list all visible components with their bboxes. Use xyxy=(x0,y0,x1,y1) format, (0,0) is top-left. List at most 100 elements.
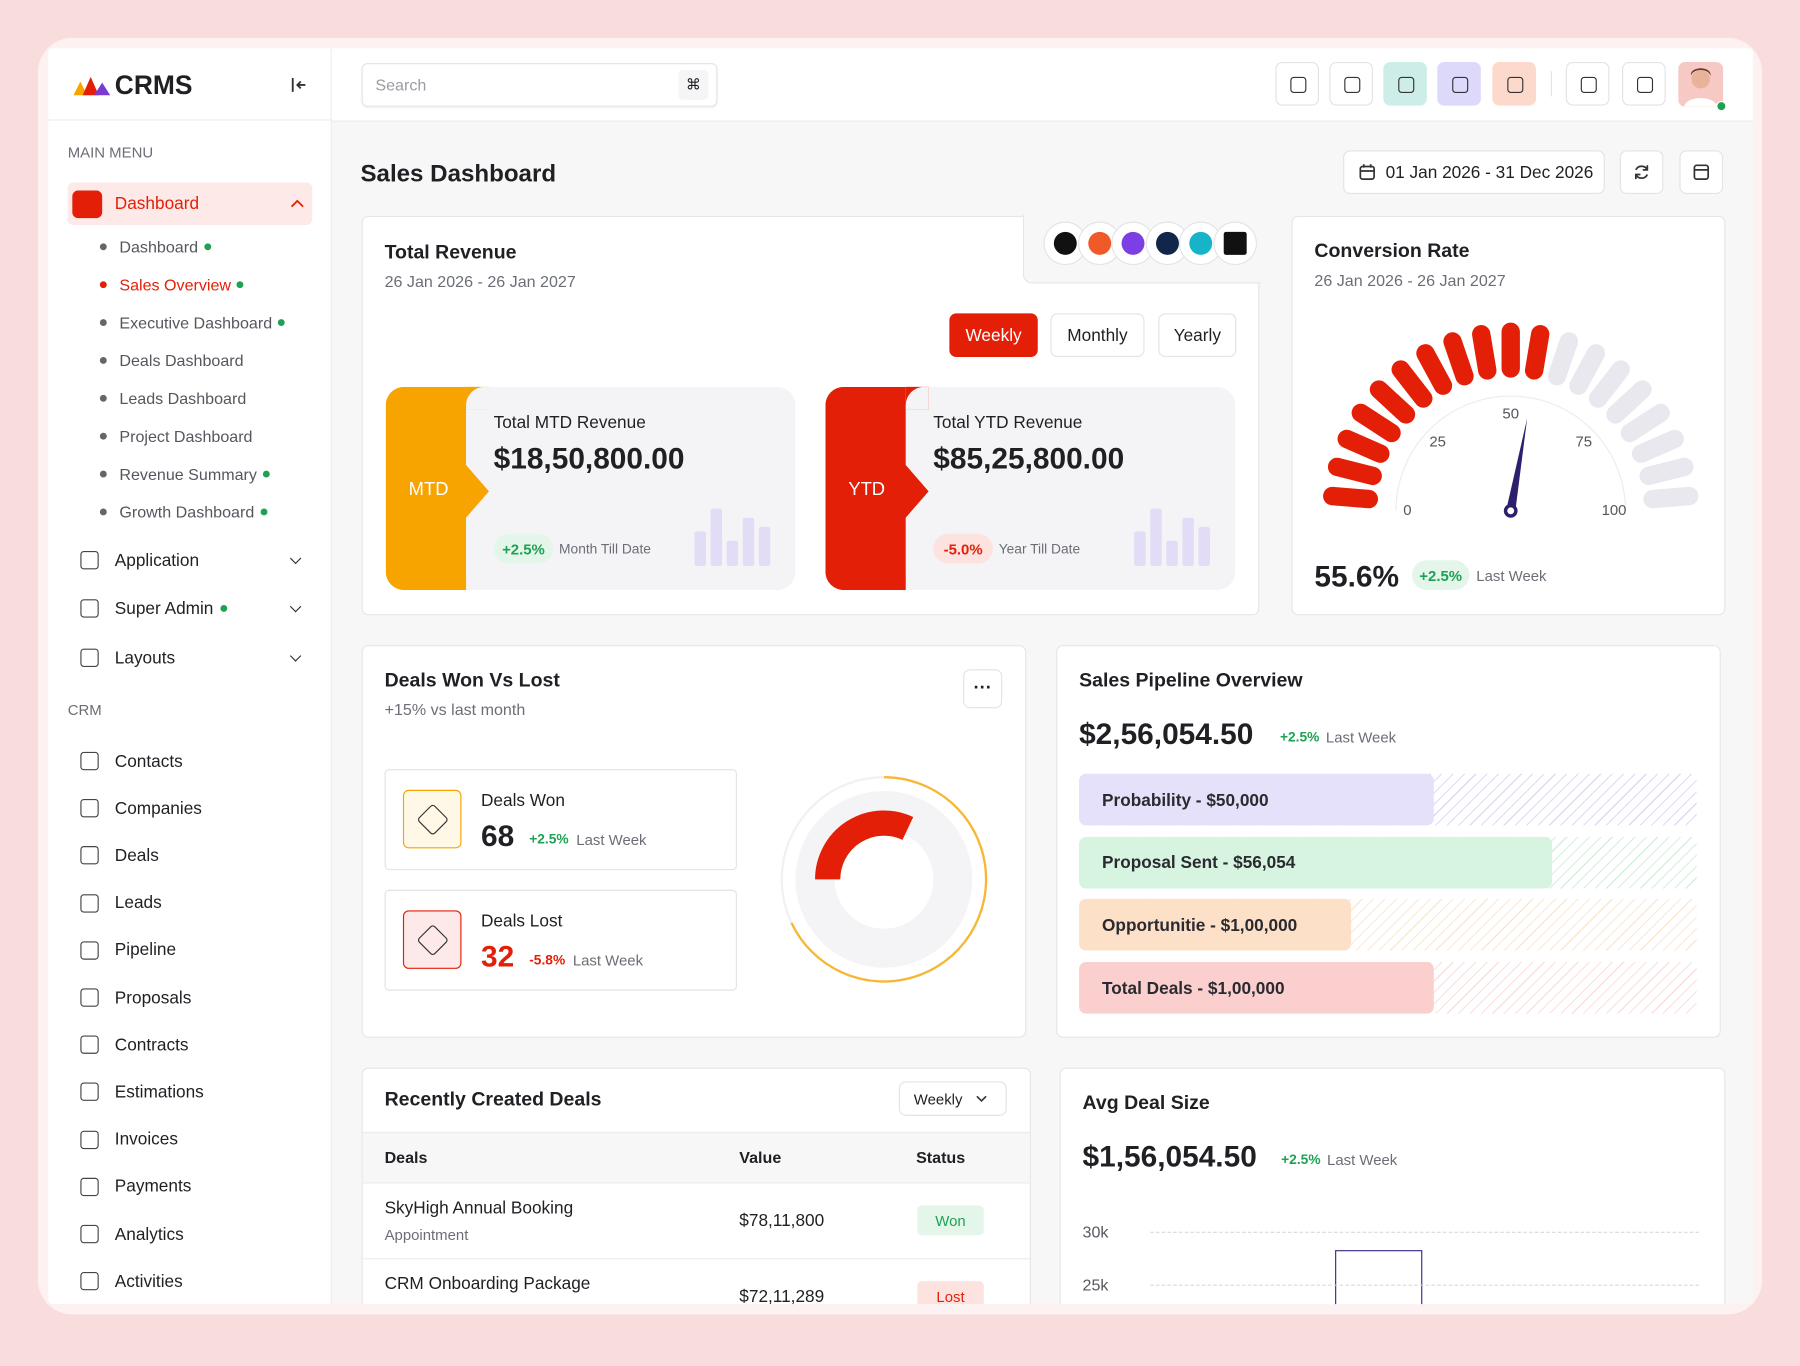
deal-name: SkyHigh Annual Booking xyxy=(384,1197,574,1218)
menu-icon xyxy=(80,893,99,913)
dot xyxy=(277,319,285,327)
avg-deal-card xyxy=(1059,1067,1726,1305)
gauge-segment xyxy=(1416,344,1453,395)
menu-item[interactable]: Proposals xyxy=(114,987,192,1008)
submenu-item[interactable]: Dashboard xyxy=(119,237,199,256)
dot xyxy=(204,243,212,251)
menu-item[interactable]: Invoices xyxy=(114,1129,178,1150)
dot xyxy=(99,281,107,289)
refresh-button[interactable] xyxy=(1619,150,1664,195)
menu-icon xyxy=(80,846,99,865)
header-button[interactable] xyxy=(1437,61,1481,106)
avatar[interactable] xyxy=(1678,61,1724,107)
gauge-segment xyxy=(1631,429,1684,463)
card-period: 26 Jan 2026 - 26 Jan 2027 xyxy=(384,272,576,291)
period-tab[interactable]: Monthly xyxy=(1050,313,1145,358)
date-picker[interactable]: 01 Jan 2026 - 31 Dec 2026 xyxy=(1343,150,1605,195)
menu-item[interactable]: Analytics xyxy=(114,1224,184,1244)
deal-type: Appointment xyxy=(384,1225,469,1243)
change-note: Year Till Date xyxy=(998,540,1081,557)
status-pill: Won xyxy=(917,1205,984,1236)
dot xyxy=(99,357,107,364)
button-icon xyxy=(1452,76,1469,93)
submenu-item[interactable]: Leads Dashboard xyxy=(119,389,247,408)
menu-item[interactable]: Companies xyxy=(114,798,202,819)
header-button[interactable] xyxy=(1565,61,1610,106)
header-button[interactable] xyxy=(1383,61,1427,106)
menu-item[interactable]: Dashboard xyxy=(114,194,200,214)
header-button[interactable] xyxy=(1492,61,1536,106)
button-icon xyxy=(1398,76,1415,93)
card-title: Total Revenue xyxy=(384,241,517,263)
more-button[interactable]: ··· xyxy=(963,669,1003,709)
header-button[interactable] xyxy=(1329,61,1373,106)
menu-icon xyxy=(80,941,99,960)
active-menu[interactable] xyxy=(67,182,313,225)
change-pill: +2.5% xyxy=(493,533,554,564)
header-button[interactable] xyxy=(1622,61,1666,106)
stage-fill xyxy=(1079,836,1553,889)
status-dot xyxy=(1716,101,1727,112)
mini-bar xyxy=(758,526,771,566)
tile-value: $18,50,800.00 xyxy=(493,440,685,476)
column-header: Value xyxy=(739,1147,782,1167)
calendar-icon xyxy=(1359,164,1375,180)
menu-item[interactable]: Super Admin xyxy=(114,598,214,619)
menu-icon xyxy=(80,1035,99,1055)
period-tab[interactable]: Yearly xyxy=(1158,313,1237,358)
collapse-icon[interactable] xyxy=(289,76,307,94)
menu-icon xyxy=(80,1082,99,1102)
gauge-segment xyxy=(1639,457,1694,486)
deal-value: 68 xyxy=(480,818,515,853)
menu-item[interactable]: Contracts xyxy=(114,1035,189,1055)
filter-dropdown[interactable]: Weekly xyxy=(898,1081,1007,1116)
menu-item[interactable]: Layouts xyxy=(114,648,176,668)
menu-icon xyxy=(80,1130,99,1149)
menu-item[interactable]: Leads xyxy=(114,893,162,913)
menu-item[interactable]: Activities xyxy=(114,1271,183,1292)
logo-mark xyxy=(1189,231,1213,255)
deal-label: Deals Lost xyxy=(480,910,563,931)
deal-label: Deals Won xyxy=(480,790,565,810)
change-pill: -5.0% xyxy=(933,533,993,564)
gauge: 0 25 50 75 100 xyxy=(1323,322,1699,519)
change-note: Last Week xyxy=(1325,728,1397,747)
submenu-item[interactable]: Growth Dashboard xyxy=(119,502,255,522)
menu-icon xyxy=(80,1177,99,1196)
logo-mark xyxy=(1223,231,1247,255)
stage-fill xyxy=(1079,962,1434,1014)
submenu-item[interactable]: Project Dashboard xyxy=(119,427,253,446)
submenu-item[interactable]: Executive Dashboard xyxy=(119,313,273,332)
gauge-segment xyxy=(1323,486,1379,509)
gauge-segment xyxy=(1524,325,1550,380)
logo-mark xyxy=(1121,231,1145,255)
menu-item[interactable]: Payments xyxy=(114,1176,192,1197)
period-tab[interactable]: Weekly xyxy=(949,313,1038,358)
grid-line xyxy=(1150,1284,1699,1286)
search-box[interactable] xyxy=(361,63,718,107)
menu-item[interactable]: Application xyxy=(114,550,200,570)
status-pill: Lost xyxy=(917,1281,984,1305)
menu-item[interactable]: Contacts xyxy=(114,751,183,771)
dot xyxy=(99,243,107,251)
gauge-segment xyxy=(1337,429,1390,463)
tile-tag: MTD xyxy=(408,479,449,500)
menu-item[interactable]: Pipeline xyxy=(114,940,177,961)
menu-item[interactable]: Deals xyxy=(114,845,159,866)
menu-item[interactable]: Estimations xyxy=(114,1082,204,1102)
search-placeholder: Search xyxy=(375,75,427,95)
gauge-segment xyxy=(1443,332,1474,386)
submenu-item[interactable]: Deals Dashboard xyxy=(119,351,244,370)
divider xyxy=(48,119,331,121)
submenu-item[interactable]: Sales Overview xyxy=(119,275,232,294)
chart-bar xyxy=(1335,1250,1423,1305)
collapse-button[interactable] xyxy=(1679,150,1724,195)
menu-icon xyxy=(80,648,99,667)
submenu-item[interactable]: Revenue Summary xyxy=(119,464,257,484)
client-logo xyxy=(1212,221,1257,266)
menu-icon xyxy=(80,751,99,771)
page-title: Sales Dashboard xyxy=(360,160,557,188)
header-button[interactable] xyxy=(1275,61,1320,106)
tile-label: Total YTD Revenue xyxy=(933,412,1083,433)
gauge-segment xyxy=(1547,332,1579,386)
